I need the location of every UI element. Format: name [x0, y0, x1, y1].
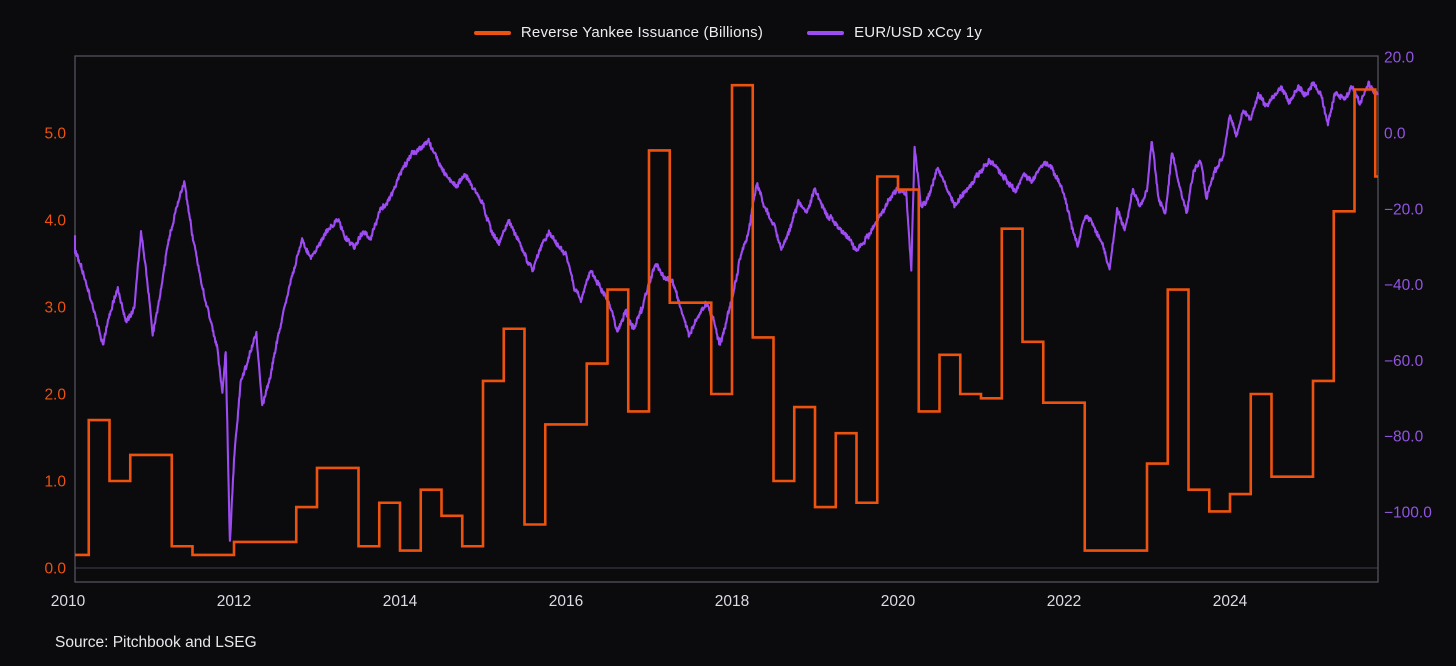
right-axis-tick-label: −60.0	[1384, 353, 1424, 370]
x-axis-tick-label: 2014	[383, 593, 418, 610]
x-axis-tick-label: 2010	[51, 593, 86, 610]
x-axis-tick-label: 2022	[1047, 593, 1081, 610]
right-axis-tick-label: −100.0	[1384, 505, 1432, 522]
legend-item-eurusd-xccy: EUR/USD xCcy 1y	[807, 24, 982, 41]
left-axis-tick-label: 4.0	[44, 213, 66, 230]
eurusd-xccy-line	[73, 80, 1379, 542]
plot-frame	[74, 55, 1379, 583]
right-axis-tick-label: −40.0	[1384, 277, 1424, 294]
legend-swatch-orange-line-icon	[473, 30, 511, 35]
reverse-yankee-step-line	[75, 83, 1378, 557]
x-axis-tick-label: 2012	[217, 593, 251, 610]
source-note: Source: Pitchbook and LSEG	[55, 634, 257, 651]
legend-label-reverse-yankee: Reverse Yankee Issuance (Billions)	[520, 24, 764, 41]
left-axis-tick-label: 0.0	[44, 561, 66, 578]
right-axis-tick-label: 0.0	[1384, 126, 1406, 143]
x-axis-tick-label: 2016	[549, 593, 583, 610]
legend-item-reverse-yankee: Reverse Yankee Issuance (Billions)	[473, 24, 764, 41]
right-axis-tick-label: 20.0	[1384, 50, 1415, 67]
x-axis-tick-label: 2018	[715, 593, 749, 610]
left-axis-tick-label: 2.0	[44, 387, 66, 404]
left-axis-tick-label: 5.0	[44, 126, 66, 143]
right-axis-tick-label: −20.0	[1384, 201, 1424, 218]
left-axis-tick-label: 3.0	[44, 300, 66, 317]
x-axis-tick-label: 2020	[881, 593, 916, 610]
chart-legend: Reverse Yankee Issuance (Billions) EUR/U…	[0, 24, 1456, 41]
right-axis-tick-label: −80.0	[1384, 429, 1424, 446]
x-axis-tick-label: 2024	[1213, 593, 1248, 610]
left-axis-tick-label: 1.0	[44, 474, 66, 491]
legend-swatch-purple-line-icon	[807, 30, 845, 35]
legend-label-eurusd-xccy: EUR/USD xCcy 1y	[854, 24, 983, 41]
